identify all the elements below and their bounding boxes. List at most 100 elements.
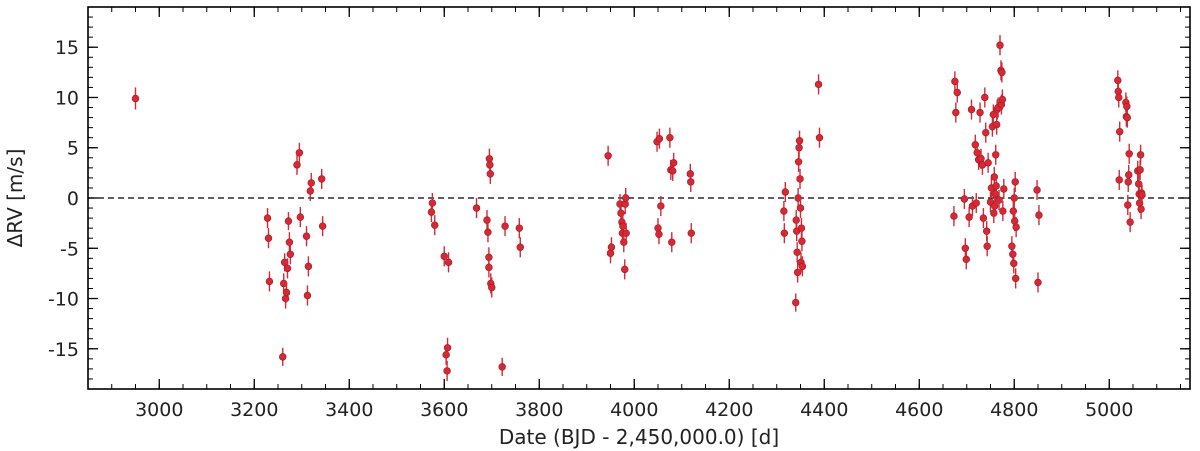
data-point bbox=[264, 228, 273, 249]
data-point bbox=[781, 181, 789, 203]
data-point bbox=[666, 127, 674, 148]
point-marker bbox=[622, 229, 630, 237]
data-point bbox=[282, 282, 291, 303]
data-point bbox=[657, 195, 665, 217]
data-point bbox=[303, 285, 312, 306]
point-marker bbox=[286, 250, 295, 258]
point-marker bbox=[1115, 176, 1123, 184]
point-marker bbox=[306, 187, 314, 195]
data-point bbox=[515, 218, 523, 239]
point-marker bbox=[604, 152, 612, 160]
data-point bbox=[992, 175, 1000, 196]
data-point bbox=[967, 99, 976, 120]
point-marker bbox=[961, 244, 970, 252]
point-marker bbox=[982, 128, 990, 137]
data-point bbox=[992, 144, 1000, 165]
point-marker bbox=[1012, 223, 1020, 231]
point-marker bbox=[606, 249, 615, 257]
point-marker bbox=[442, 351, 450, 359]
point-marker bbox=[428, 199, 437, 207]
data-point bbox=[981, 87, 989, 108]
data-point bbox=[444, 252, 453, 273]
point-marker bbox=[965, 213, 973, 221]
x-axis-title: Date (BJD - 2,450,000.0) [d] bbox=[499, 425, 779, 449]
point-marker bbox=[1011, 178, 1019, 186]
data-point bbox=[428, 192, 437, 214]
data-point bbox=[961, 238, 970, 259]
point-marker bbox=[668, 238, 676, 246]
x-tick-label: 3200 bbox=[230, 399, 278, 421]
data-point bbox=[1035, 205, 1043, 226]
data-point bbox=[1010, 253, 1018, 274]
point-marker bbox=[792, 298, 800, 307]
data-point bbox=[1125, 164, 1133, 185]
data-point bbox=[982, 122, 990, 143]
data-point bbox=[501, 216, 509, 237]
data-point bbox=[995, 189, 1003, 211]
data-point bbox=[780, 201, 788, 222]
point-marker bbox=[617, 209, 625, 217]
data-point bbox=[621, 259, 629, 280]
point-marker bbox=[1136, 166, 1144, 174]
point-marker bbox=[285, 238, 294, 246]
point-marker bbox=[483, 216, 491, 224]
data-point bbox=[976, 102, 984, 123]
point-marker bbox=[131, 94, 140, 103]
point-marker bbox=[1123, 113, 1132, 122]
point-marker bbox=[976, 108, 984, 117]
data-point bbox=[279, 347, 287, 366]
data-point bbox=[431, 215, 439, 236]
data-point bbox=[965, 207, 973, 228]
data-point bbox=[1034, 272, 1042, 293]
x-tick-label: 3800 bbox=[515, 399, 563, 421]
data-point bbox=[1125, 143, 1133, 164]
point-marker bbox=[984, 159, 992, 167]
point-marker bbox=[999, 207, 1007, 215]
data-point bbox=[440, 246, 448, 267]
x-tick-labels: 3000 3200 3400 3600 3800 4000 4200 4400 4600 4800… bbox=[135, 399, 1133, 421]
point-marker bbox=[265, 277, 274, 286]
point-marker bbox=[992, 151, 1000, 159]
point-marker bbox=[797, 224, 806, 232]
point-marker bbox=[498, 363, 506, 371]
point-marker bbox=[1124, 201, 1132, 209]
data-point bbox=[687, 223, 695, 244]
point-marker bbox=[444, 258, 453, 267]
y-tick-label: 15 bbox=[55, 37, 79, 59]
data-point bbox=[1010, 187, 1018, 209]
data-point bbox=[952, 102, 960, 123]
data-point bbox=[485, 257, 493, 278]
point-marker bbox=[318, 175, 326, 183]
data-point bbox=[983, 236, 991, 257]
data-point bbox=[655, 224, 663, 245]
point-marker bbox=[815, 133, 824, 142]
point-marker bbox=[798, 237, 806, 245]
x-tick-label: 3400 bbox=[325, 399, 373, 421]
data-point bbox=[687, 171, 695, 192]
data-point bbox=[622, 223, 630, 244]
point-marker bbox=[793, 268, 802, 277]
data-point bbox=[484, 222, 492, 243]
point-marker bbox=[996, 41, 1004, 49]
point-marker bbox=[1035, 211, 1043, 219]
data-point bbox=[998, 89, 1007, 110]
x-tick-label: 4400 bbox=[800, 399, 848, 421]
data-point bbox=[1011, 171, 1019, 192]
data-points bbox=[131, 35, 1146, 381]
point-marker bbox=[607, 243, 616, 251]
point-marker bbox=[979, 214, 988, 222]
point-marker bbox=[666, 133, 674, 142]
data-point bbox=[284, 212, 293, 231]
data-point bbox=[655, 128, 664, 149]
point-marker bbox=[950, 212, 958, 220]
point-marker bbox=[781, 188, 789, 196]
data-point bbox=[307, 172, 315, 193]
point-marker bbox=[443, 367, 451, 375]
data-point bbox=[793, 242, 801, 263]
point-marker bbox=[972, 199, 980, 207]
point-marker bbox=[780, 229, 789, 237]
x-tick-label: 4600 bbox=[895, 399, 943, 421]
point-marker bbox=[1011, 274, 1020, 283]
